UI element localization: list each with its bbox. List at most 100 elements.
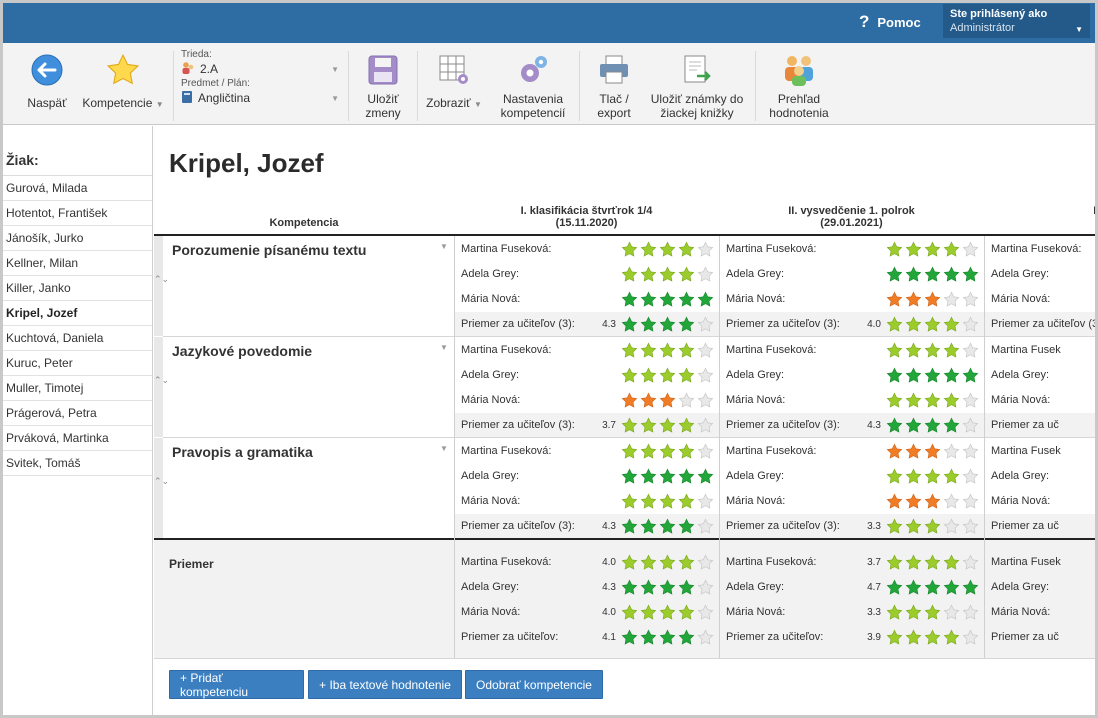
- rating-star-icon[interactable]: [943, 417, 960, 434]
- rating-star-icon[interactable]: [943, 291, 960, 308]
- rating-star-icon[interactable]: [640, 241, 657, 258]
- user-menu[interactable]: Ste prihlásený ako Administrátor ▼: [943, 4, 1090, 38]
- reorder-handle-icon[interactable]: ⌃⌄: [154, 274, 170, 284]
- star-rating[interactable]: [886, 468, 979, 485]
- rating-star-icon[interactable]: [678, 316, 695, 333]
- rating-star-icon[interactable]: [886, 468, 903, 485]
- average-star-rating[interactable]: [886, 554, 979, 571]
- rating-star-icon[interactable]: [962, 554, 979, 571]
- rating-star-icon[interactable]: [962, 629, 979, 646]
- rating-star-icon[interactable]: [678, 554, 695, 571]
- student-list-item[interactable]: Kuruc, Peter: [3, 351, 152, 376]
- rating-star-icon[interactable]: [640, 266, 657, 283]
- rating-star-icon[interactable]: [943, 468, 960, 485]
- rating-star-icon[interactable]: [924, 604, 941, 621]
- rating-star-icon[interactable]: [678, 266, 695, 283]
- student-list-item[interactable]: Killer, Janko: [3, 276, 152, 301]
- rating-star-icon[interactable]: [621, 604, 638, 621]
- rating-star-icon[interactable]: [697, 554, 714, 571]
- rating-star-icon[interactable]: [621, 493, 638, 510]
- rating-star-icon[interactable]: [697, 266, 714, 283]
- rating-star-icon[interactable]: [886, 518, 903, 535]
- rating-star-icon[interactable]: [640, 367, 657, 384]
- rating-star-icon[interactable]: [886, 554, 903, 571]
- competency-menu-chevron-icon[interactable]: ▼: [440, 343, 448, 352]
- rating-star-icon[interactable]: [943, 493, 960, 510]
- rating-star-icon[interactable]: [924, 468, 941, 485]
- rating-star-icon[interactable]: [905, 316, 922, 333]
- rating-star-icon[interactable]: [697, 604, 714, 621]
- rating-star-icon[interactable]: [943, 342, 960, 359]
- rating-star-icon[interactable]: [678, 417, 695, 434]
- help-button[interactable]: ? Pomoc: [859, 11, 921, 33]
- rating-star-icon[interactable]: [621, 266, 638, 283]
- rating-star-icon[interactable]: [905, 417, 922, 434]
- star-rating[interactable]: [621, 493, 714, 510]
- rating-star-icon[interactable]: [697, 443, 714, 460]
- rating-star-icon[interactable]: [678, 579, 695, 596]
- competencies-menu-button[interactable]: Kompetencie ▼: [79, 43, 167, 125]
- rating-star-icon[interactable]: [905, 342, 922, 359]
- rating-star-icon[interactable]: [640, 443, 657, 460]
- rating-star-icon[interactable]: [659, 392, 676, 409]
- star-rating[interactable]: [621, 367, 714, 384]
- rating-star-icon[interactable]: [640, 468, 657, 485]
- rating-star-icon[interactable]: [640, 316, 657, 333]
- rating-star-icon[interactable]: [886, 493, 903, 510]
- star-rating[interactable]: [886, 392, 979, 409]
- rating-star-icon[interactable]: [962, 266, 979, 283]
- average-star-rating[interactable]: [886, 629, 979, 646]
- rating-star-icon[interactable]: [886, 604, 903, 621]
- average-star-rating[interactable]: [621, 554, 714, 571]
- rating-star-icon[interactable]: [697, 518, 714, 535]
- rating-star-icon[interactable]: [905, 493, 922, 510]
- rating-star-icon[interactable]: [621, 367, 638, 384]
- student-list-item[interactable]: Prágerová, Petra: [3, 401, 152, 426]
- grades-overview-button[interactable]: Prehľad hodnotenia: [761, 43, 837, 125]
- rating-star-icon[interactable]: [924, 291, 941, 308]
- rating-star-icon[interactable]: [659, 579, 676, 596]
- reorder-handle-icon[interactable]: ⌃⌄: [154, 476, 170, 486]
- rating-star-icon[interactable]: [886, 367, 903, 384]
- rating-star-icon[interactable]: [924, 342, 941, 359]
- view-menu-button[interactable]: Zobraziť ▼: [423, 43, 485, 125]
- student-list-item[interactable]: Muller, Timotej: [3, 376, 152, 401]
- rating-star-icon[interactable]: [678, 604, 695, 621]
- star-rating[interactable]: [886, 241, 979, 258]
- rating-star-icon[interactable]: [640, 518, 657, 535]
- rating-star-icon[interactable]: [905, 554, 922, 571]
- star-rating[interactable]: [886, 367, 979, 384]
- rating-star-icon[interactable]: [659, 316, 676, 333]
- rating-star-icon[interactable]: [697, 468, 714, 485]
- rating-star-icon[interactable]: [886, 443, 903, 460]
- rating-star-icon[interactable]: [924, 367, 941, 384]
- rating-star-icon[interactable]: [659, 629, 676, 646]
- rating-star-icon[interactable]: [621, 468, 638, 485]
- star-rating[interactable]: [886, 518, 979, 535]
- rating-star-icon[interactable]: [640, 392, 657, 409]
- competency-menu-chevron-icon[interactable]: ▼: [440, 444, 448, 453]
- rating-star-icon[interactable]: [924, 316, 941, 333]
- rating-star-icon[interactable]: [943, 266, 960, 283]
- rating-star-icon[interactable]: [924, 629, 941, 646]
- star-rating[interactable]: [886, 443, 979, 460]
- student-list-item[interactable]: Hotentot, František: [3, 201, 152, 226]
- rating-star-icon[interactable]: [886, 392, 903, 409]
- rating-star-icon[interactable]: [924, 443, 941, 460]
- rating-star-icon[interactable]: [659, 443, 676, 460]
- rating-star-icon[interactable]: [924, 493, 941, 510]
- rating-star-icon[interactable]: [962, 367, 979, 384]
- student-list-item[interactable]: Kuchtová, Daniela: [3, 326, 152, 351]
- rating-star-icon[interactable]: [697, 241, 714, 258]
- rating-star-icon[interactable]: [678, 367, 695, 384]
- rating-star-icon[interactable]: [678, 629, 695, 646]
- rating-star-icon[interactable]: [678, 493, 695, 510]
- rating-star-icon[interactable]: [962, 604, 979, 621]
- rating-star-icon[interactable]: [659, 554, 676, 571]
- rating-star-icon[interactable]: [905, 443, 922, 460]
- rating-star-icon[interactable]: [678, 443, 695, 460]
- rating-star-icon[interactable]: [678, 468, 695, 485]
- rating-star-icon[interactable]: [697, 417, 714, 434]
- rating-star-icon[interactable]: [962, 443, 979, 460]
- average-star-rating[interactable]: [886, 579, 979, 596]
